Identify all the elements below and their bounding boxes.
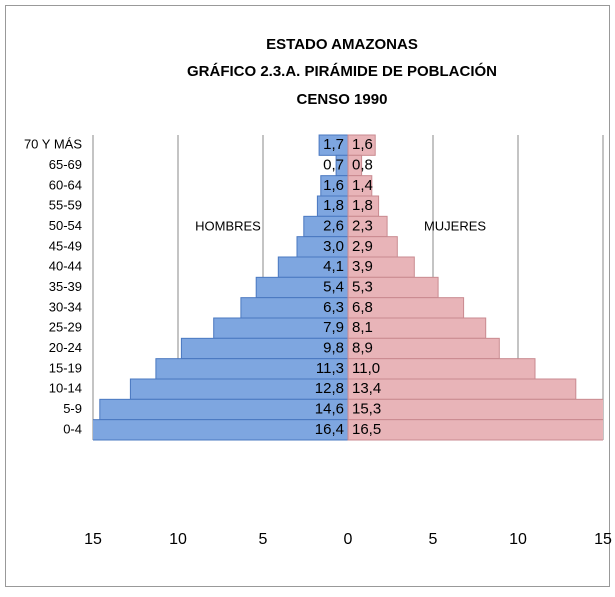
y-tick-label: 20-24 bbox=[49, 340, 82, 355]
x-tick-label: 15 bbox=[84, 531, 102, 548]
value-label: 3,9 bbox=[352, 258, 373, 275]
x-tick-label: 5 bbox=[259, 531, 268, 548]
value-label: 0,7 bbox=[323, 156, 344, 173]
x-tick-label: 10 bbox=[509, 531, 527, 548]
value-label: 11,0 bbox=[352, 360, 380, 377]
value-label: 12,8 bbox=[315, 380, 344, 397]
bars bbox=[93, 134, 603, 441]
value-label: 2,6 bbox=[323, 217, 344, 234]
value-label: 2,9 bbox=[352, 238, 373, 255]
value-label: 5,3 bbox=[352, 278, 373, 295]
value-label: 9,8 bbox=[323, 339, 344, 356]
x-tick-label: 0 bbox=[344, 531, 353, 548]
y-tick-label: 0-4 bbox=[63, 421, 82, 436]
series-label: HOMBRES bbox=[195, 218, 261, 233]
value-label: 1,4 bbox=[352, 177, 373, 194]
value-label: 5,4 bbox=[323, 278, 344, 295]
value-label: 2,3 bbox=[352, 217, 373, 234]
series-label: MUJERES bbox=[424, 218, 486, 233]
y-tick-label: 10-14 bbox=[49, 381, 82, 396]
value-label: 16,4 bbox=[315, 421, 344, 438]
value-label: 1,8 bbox=[352, 197, 373, 214]
value-label: 6,3 bbox=[323, 299, 344, 316]
bar bbox=[347, 419, 603, 441]
y-tick-label: 5-9 bbox=[63, 401, 82, 416]
value-label: 1,6 bbox=[323, 177, 344, 194]
value-label: 7,9 bbox=[323, 319, 344, 336]
labels: 15 10 5 0 5 10 15 70 Y MÁS 65-69 60-64 55-59 50-54 4… bbox=[24, 136, 612, 548]
y-tick-label: 60-64 bbox=[49, 177, 82, 192]
y-tick-label: 15-19 bbox=[49, 360, 82, 375]
y-tick-label: 65-69 bbox=[49, 157, 82, 172]
bar bbox=[99, 398, 349, 421]
value-label: 11,3 bbox=[316, 360, 344, 377]
value-label: 6,8 bbox=[352, 299, 373, 316]
y-tick-label: 35-39 bbox=[49, 279, 82, 294]
bar bbox=[347, 378, 577, 400]
x-tick-label: 15 bbox=[594, 531, 612, 548]
value-label: 0,8 bbox=[352, 156, 373, 173]
value-label: 1,6 bbox=[352, 136, 373, 153]
y-tick-label: 70 Y MÁS bbox=[24, 137, 82, 152]
y-tick-label: 45-49 bbox=[49, 238, 82, 253]
value-label: 15,3 bbox=[352, 400, 381, 417]
value-label: 13,4 bbox=[352, 380, 381, 397]
value-label: 1,8 bbox=[323, 197, 344, 214]
value-label: 3,0 bbox=[323, 238, 344, 255]
x-tick-label: 10 bbox=[169, 531, 187, 548]
value-label: 4,1 bbox=[323, 258, 344, 275]
y-tick-label: 30-34 bbox=[49, 299, 82, 314]
chart-title: ESTADO AMAZONAS bbox=[266, 36, 418, 53]
value-label: 1,7 bbox=[323, 136, 344, 153]
y-tick-label: 40-44 bbox=[49, 259, 82, 274]
chart-title: GRÁFICO 2.3.A. PIRÁMIDE DE POBLACIÓN bbox=[187, 62, 497, 80]
bar bbox=[347, 398, 603, 421]
value-label: 8,9 bbox=[352, 339, 373, 356]
value-label: 14,6 bbox=[315, 400, 344, 417]
value-label: 16,5 bbox=[352, 421, 381, 438]
y-tick-label: 25-29 bbox=[49, 320, 82, 335]
y-tick-label: 55-59 bbox=[49, 198, 82, 213]
value-label: 8,1 bbox=[352, 319, 373, 336]
x-tick-label: 5 bbox=[429, 531, 438, 548]
chart-title: CENSO 1990 bbox=[297, 91, 388, 108]
bar bbox=[93, 419, 349, 441]
y-tick-label: 50-54 bbox=[49, 218, 82, 233]
